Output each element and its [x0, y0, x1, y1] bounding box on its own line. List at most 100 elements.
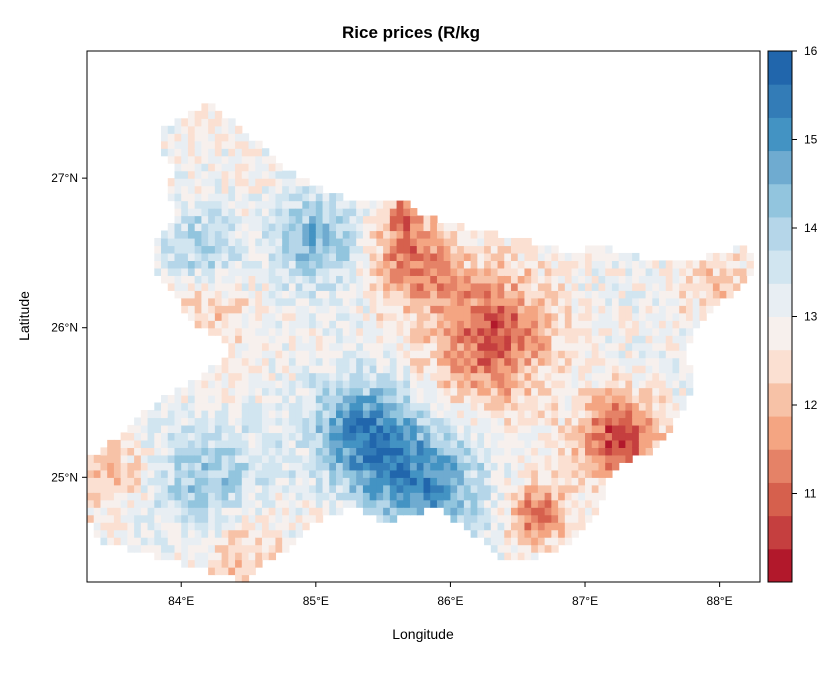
heatmap-cell	[531, 342, 539, 351]
heatmap-cell	[336, 469, 344, 478]
heatmap-cell	[329, 245, 337, 254]
heatmap-cell	[410, 402, 418, 411]
heatmap-cell	[632, 282, 640, 291]
heatmap-cell	[726, 282, 734, 291]
heatmap-cell	[275, 163, 283, 172]
heatmap-cell	[362, 402, 371, 411]
heatmap-cell	[659, 357, 667, 366]
heatmap-cell	[161, 499, 169, 508]
heatmap-cell	[134, 537, 142, 546]
heatmap-cell	[161, 267, 169, 276]
heatmap-cell	[470, 327, 478, 336]
heatmap-cell	[706, 282, 714, 291]
heatmap-cell	[605, 305, 613, 314]
heatmap-cell	[443, 252, 452, 262]
heatmap-cell	[309, 447, 317, 456]
heatmap-cell	[396, 424, 404, 434]
heatmap-cell	[430, 417, 438, 426]
heatmap-cell	[605, 275, 613, 284]
heatmap-cell	[336, 372, 344, 381]
heatmap-cell	[477, 380, 485, 389]
heatmap-cell	[181, 409, 189, 419]
heatmap-cell	[342, 409, 351, 419]
heatmap-cell	[484, 424, 492, 434]
heatmap-cell	[396, 357, 404, 366]
heatmap-cell	[524, 454, 532, 463]
heatmap-cell	[457, 432, 465, 441]
heatmap-cell	[719, 252, 727, 262]
heatmap-cell	[430, 469, 438, 478]
heatmap-cell	[275, 312, 283, 321]
heatmap-cell	[477, 365, 485, 374]
heatmap-cell	[356, 260, 364, 269]
heatmap-cell	[504, 350, 512, 359]
heatmap-cell	[470, 409, 478, 419]
heatmap-cell	[652, 290, 660, 299]
heatmap-cell	[376, 267, 384, 276]
heatmap-cell	[302, 424, 310, 434]
heatmap-cell	[248, 552, 256, 561]
heatmap-cell	[403, 417, 411, 426]
heatmap-cell	[208, 424, 216, 434]
heatmap-cell	[490, 514, 499, 523]
heatmap-cell	[315, 185, 324, 194]
heatmap-cell	[221, 492, 229, 501]
heatmap-cell	[470, 267, 478, 276]
heatmap-cell	[531, 380, 539, 389]
heatmap-cell	[416, 237, 425, 247]
heatmap-cell	[564, 469, 573, 478]
heatmap-cell	[187, 230, 196, 239]
heatmap-cell	[497, 350, 505, 359]
heatmap-cell	[356, 245, 364, 254]
heatmap-cell	[605, 365, 613, 374]
heatmap-cell	[174, 148, 182, 157]
heatmap-cell	[214, 484, 223, 493]
heatmap-cell	[255, 312, 263, 321]
heatmap-cell	[187, 522, 196, 531]
heatmap-cell	[255, 170, 263, 179]
heatmap-cell	[315, 424, 324, 434]
heatmap-cell	[167, 447, 176, 456]
heatmap-cell	[356, 297, 364, 306]
colorbar-tick-label: 16	[804, 44, 818, 58]
heatmap-cell	[322, 290, 330, 299]
heatmap-cell	[531, 439, 539, 448]
heatmap-cell	[470, 342, 478, 351]
heatmap-cell	[605, 402, 613, 411]
heatmap-cell	[329, 335, 337, 344]
heatmap-cell	[719, 267, 727, 276]
heatmap-cell	[564, 252, 573, 262]
heatmap-cell	[699, 297, 707, 306]
heatmap-cell	[201, 260, 209, 269]
heatmap-cell	[342, 267, 351, 276]
heatmap-cell	[174, 424, 182, 434]
heatmap-cell	[362, 252, 371, 262]
heatmap-cell	[302, 223, 310, 232]
heatmap-cell	[436, 267, 445, 276]
heatmap-cell	[208, 252, 216, 262]
heatmap-cell	[342, 454, 351, 463]
heatmap-cell	[605, 282, 613, 291]
heatmap-cell	[591, 409, 600, 419]
heatmap-cell	[187, 178, 196, 187]
heatmap-cell	[255, 275, 263, 284]
heatmap-cell	[228, 297, 236, 306]
heatmap-cell	[241, 380, 250, 389]
heatmap-cell	[578, 492, 586, 501]
heatmap-cell	[712, 267, 721, 276]
heatmap-cell	[376, 454, 384, 463]
heatmap-cell	[443, 380, 452, 389]
heatmap-cell	[282, 185, 290, 194]
heatmap-cell	[484, 327, 492, 336]
heatmap-cell	[504, 252, 512, 262]
heatmap-cell	[638, 297, 647, 306]
heatmap-cell	[484, 297, 492, 306]
heatmap-cell	[134, 454, 142, 463]
heatmap-cell	[504, 357, 512, 366]
heatmap-cell	[107, 507, 115, 516]
heatmap-cell	[517, 522, 526, 531]
heatmap-cell	[517, 552, 526, 561]
heatmap-cell	[201, 305, 209, 314]
heatmap-cell	[591, 454, 600, 463]
heatmap-cell	[221, 567, 229, 576]
